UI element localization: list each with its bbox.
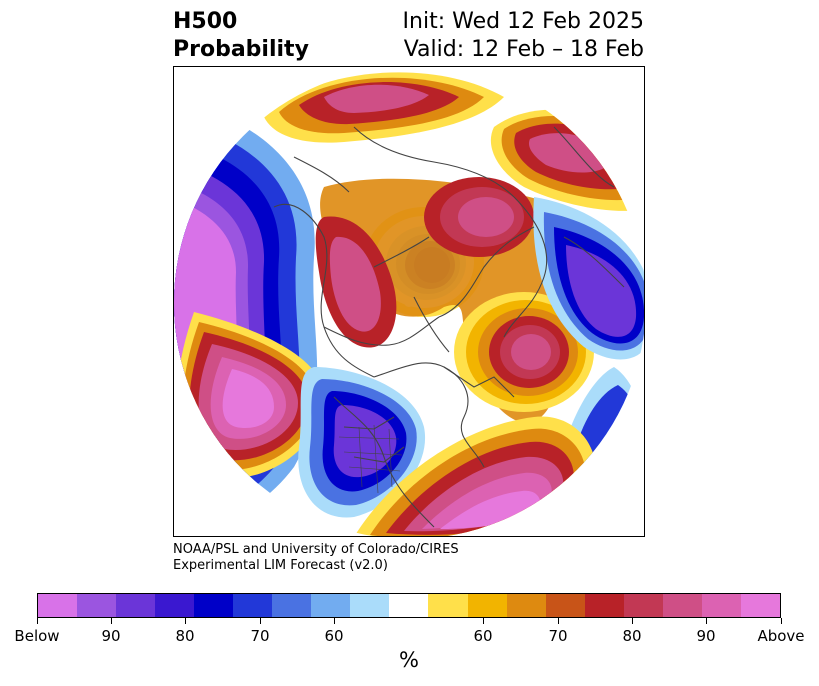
title-line-1: H500 <box>173 9 238 34</box>
colorbar-cell-13 <box>545 594 585 617</box>
valid-range: Valid: 12 Feb – 18 Feb <box>403 37 644 62</box>
above-anomaly-east-center <box>454 292 594 412</box>
colorbar-tick-label-8: 90 <box>696 627 716 645</box>
colorbar-tick-9 <box>781 618 782 624</box>
colorbar-tick-label-1: 90 <box>101 627 121 645</box>
colorbar-unit-label: % <box>399 648 419 672</box>
colorbar-cell-4 <box>194 594 234 617</box>
credit-line-2: Experimental LIM Forecast (v2.0) <box>173 558 388 573</box>
colorbar-tick-7 <box>632 618 633 624</box>
colorbar-cell-3 <box>155 594 195 617</box>
colorbar-tick-8 <box>706 618 707 624</box>
below-anomaly-east <box>533 197 644 360</box>
colorbar-tick-1 <box>111 618 112 624</box>
above-anomaly-canada-arctic <box>315 216 397 348</box>
colorbar-tick-label-6: 70 <box>548 627 568 645</box>
colorbar-cell-15 <box>623 594 663 617</box>
colorbar-cell-0 <box>38 594 78 617</box>
colorbar-cell-1 <box>77 594 117 617</box>
probability-map <box>173 66 645 537</box>
colorbar-tick-label-7: 80 <box>622 627 642 645</box>
title-line-2: Probability <box>173 37 309 62</box>
forecast-dates: Init: Wed 12 Feb 2025 Valid: 12 Feb – 18… <box>403 8 644 64</box>
colorbar-cell-12 <box>506 594 546 617</box>
colorbar-cell-5 <box>233 594 273 617</box>
colorbar-cell-14 <box>584 594 624 617</box>
colorbar-tick-5 <box>483 618 484 624</box>
above-anomaly-north <box>264 72 504 143</box>
colorbar-cell-6 <box>272 594 312 617</box>
colorbar-cell-11 <box>467 594 507 617</box>
colorbar-cell-2 <box>116 594 156 617</box>
polar-map-svg <box>174 67 644 536</box>
colorbar-tick-4 <box>334 618 335 624</box>
colorbar-cell-10 <box>428 594 468 617</box>
probability-colorbar <box>37 593 781 618</box>
colorbar-tick-label-4: 60 <box>324 627 344 645</box>
colorbar-cell-8 <box>350 594 390 617</box>
above-anomaly-siberia <box>424 177 534 257</box>
colorbar-tick-label-3: 70 <box>250 627 270 645</box>
init-date: Init: Wed 12 Feb 2025 <box>402 9 644 34</box>
colorbar-cell-9 <box>389 594 429 617</box>
coastlines-borders <box>273 126 625 528</box>
colorbar-cell-17 <box>701 594 741 617</box>
colorbar-tick-6 <box>558 618 559 624</box>
colorbar-tick-label-2: 80 <box>175 627 195 645</box>
colorbar-cell-16 <box>662 594 702 617</box>
colorbar-tick-2 <box>185 618 186 624</box>
colorbar-tick-3 <box>260 618 261 624</box>
below-anomaly-north-america <box>298 367 426 518</box>
colorbar-tick-label-9: Above <box>757 627 805 645</box>
above-anomaly-southwest <box>176 312 324 479</box>
colorbar-tick-label-5: 60 <box>473 627 493 645</box>
colorbar-cell-7 <box>311 594 351 617</box>
probability-field <box>174 67 644 536</box>
credit-line-1: NOAA/PSL and University of Colorado/CIRE… <box>173 542 459 557</box>
colorbar-tick-label-0: Below <box>14 627 60 645</box>
colorbar-tick-0 <box>37 618 38 624</box>
map-title: H500 Probability <box>173 8 309 64</box>
credit-text: NOAA/PSL and University of Colorado/CIRE… <box>173 542 459 574</box>
colorbar-cell-18 <box>740 594 780 617</box>
state-borders <box>338 424 403 494</box>
